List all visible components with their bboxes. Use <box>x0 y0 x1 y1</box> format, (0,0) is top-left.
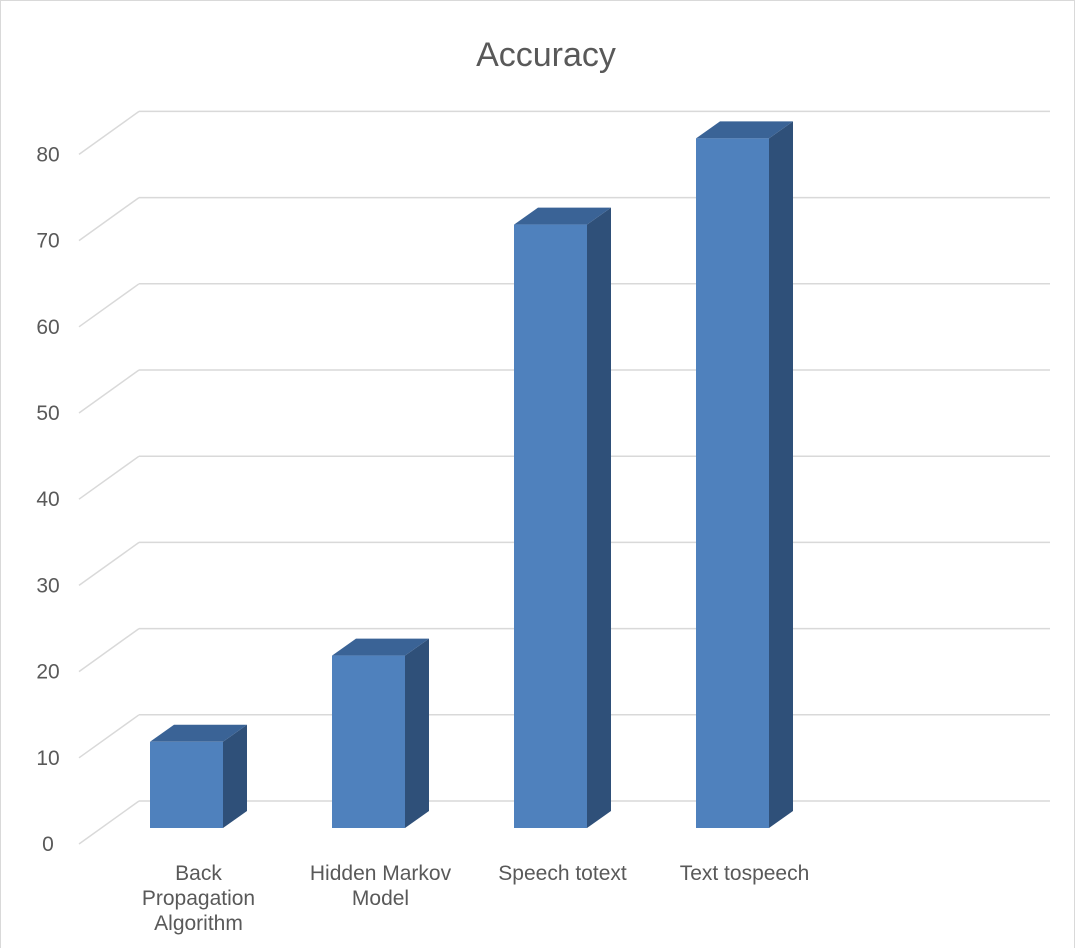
bar-side-face <box>223 724 247 828</box>
bars <box>150 121 793 829</box>
y-tick-label: 30 <box>36 574 59 597</box>
y-tick-label: 60 <box>36 316 59 339</box>
bar-front-face <box>332 655 405 828</box>
bar-side-face <box>405 638 429 828</box>
y-tick-label: 50 <box>36 402 59 425</box>
x-category-label: Hidden Markov Model <box>310 862 452 910</box>
bar <box>514 207 611 829</box>
bar-top-face <box>332 638 429 656</box>
bar-side-face <box>587 207 611 829</box>
x-category-label: Text tospeech <box>680 862 810 885</box>
bar-side-face <box>769 121 793 828</box>
y-tick-label: 10 <box>36 747 59 770</box>
bar-top-face <box>696 121 793 139</box>
y-tick-label: 20 <box>36 661 59 684</box>
gridline <box>78 196 1050 242</box>
x-category-label: Speech totext <box>498 862 627 885</box>
bar <box>150 724 247 828</box>
y-axis-tick-labels: 0 10 20 30 40 50 60 70 80 <box>36 143 59 856</box>
gridline <box>78 110 1050 156</box>
bar-top-face <box>150 724 247 742</box>
y-tick-label: 40 <box>36 488 59 511</box>
bar <box>696 121 793 828</box>
x-axis-category-labels: Back Propagation Algorithm Hidden Markov Mod… <box>142 862 809 935</box>
bar-front-face <box>150 741 223 828</box>
chart-title: Accuracy <box>476 36 616 74</box>
bar-front-face <box>696 138 769 828</box>
bar-front-face <box>514 224 587 829</box>
bar-top-face <box>514 207 611 225</box>
x-category-label: Back Propagation Algorithm <box>142 862 255 935</box>
y-tick-label: 70 <box>36 230 59 253</box>
bar <box>332 638 429 828</box>
y-tick-label: 0 <box>42 833 54 856</box>
y-tick-label: 80 <box>36 143 59 166</box>
